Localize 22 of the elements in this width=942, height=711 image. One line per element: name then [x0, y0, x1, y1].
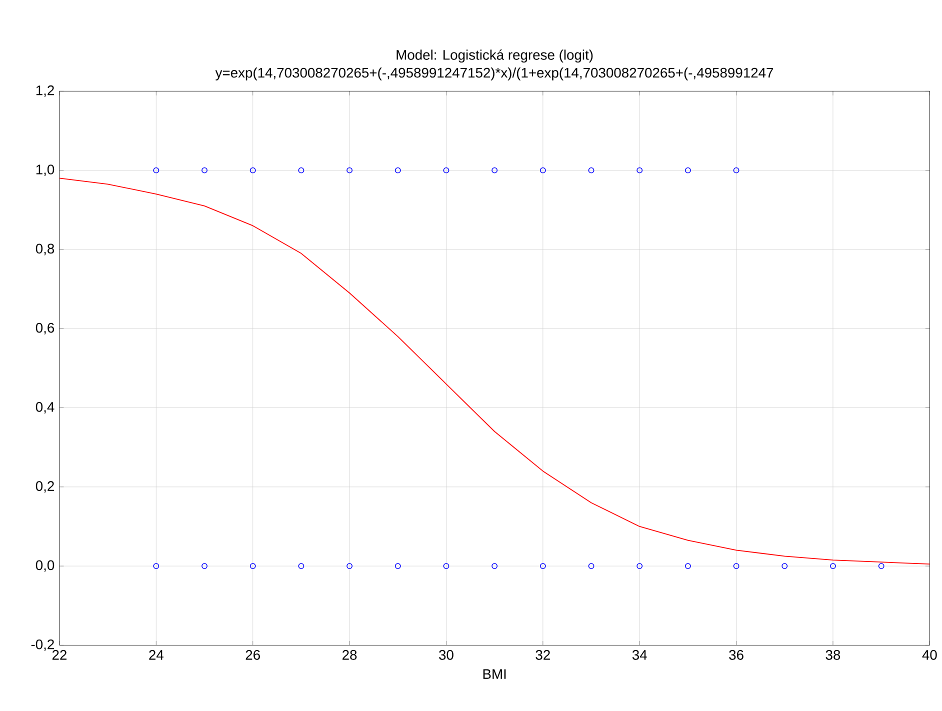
- y-tick-label: 0,0: [36, 560, 54, 572]
- x-tick-label: 26: [246, 650, 260, 660]
- x-tick-label: 38: [826, 650, 840, 660]
- y-tick-label: 0,2: [36, 481, 54, 493]
- chart-subtitle: y=exp(14,703008270265+(-,4958991247152)*x)/(1+exp(14,703008270265+(-,4958991247: [215, 68, 774, 81]
- y-tick-label: 0,4: [36, 402, 54, 414]
- chart-title: Model: Logistická regrese (logit): [396, 50, 593, 63]
- y-tick-label: 0,6: [36, 323, 54, 335]
- x-tick-label: 22: [52, 650, 66, 660]
- y-tick-label: 1,2: [36, 86, 54, 98]
- x-tick-label: 32: [536, 650, 550, 660]
- line-series: [59, 178, 930, 565]
- x-tick-label: 34: [632, 650, 647, 660]
- y-tick-label: -0,2: [31, 640, 54, 652]
- y-tick-label: 0,8: [36, 244, 54, 256]
- y-tick-label: 1,0: [36, 164, 54, 176]
- x-tick-label: 30: [439, 650, 454, 660]
- x-tick-label: 36: [729, 650, 744, 660]
- x-tick-label: 28: [342, 650, 357, 660]
- x-axis-title: BMI: [483, 669, 506, 680]
- x-tick-label: 40: [922, 650, 937, 660]
- x-tick-label: 24: [149, 650, 164, 660]
